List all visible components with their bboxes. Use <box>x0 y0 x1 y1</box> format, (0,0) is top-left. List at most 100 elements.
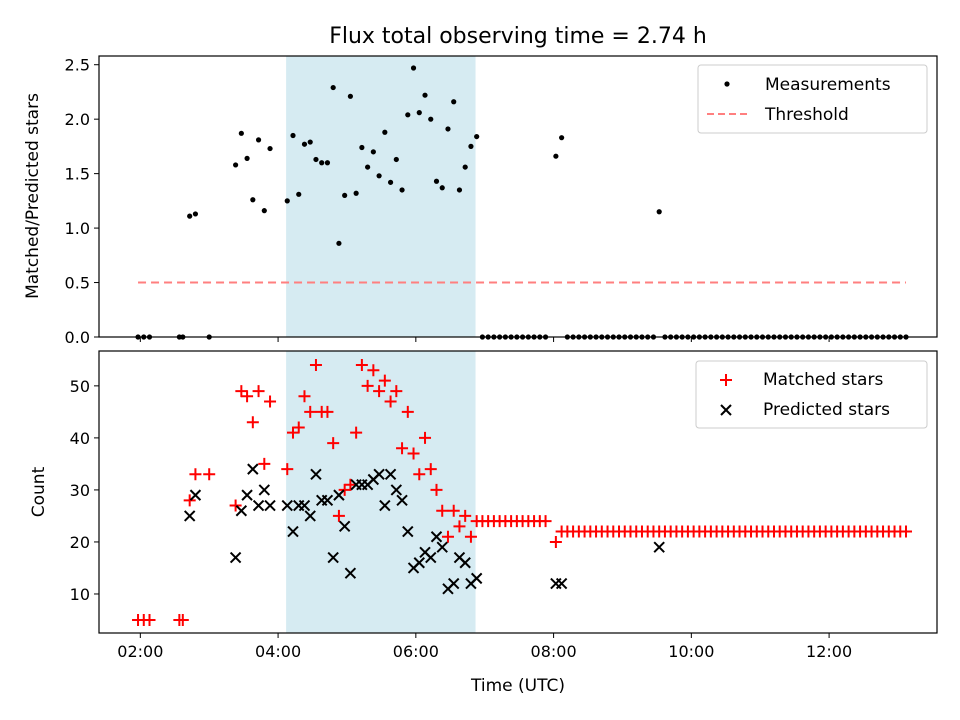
matched-point <box>203 468 216 481</box>
predicted-point <box>436 541 448 553</box>
matched-point <box>396 442 409 455</box>
measurement-point <box>468 143 474 149</box>
bottom-y-tick-label: 30 <box>70 481 90 500</box>
predicted-point <box>425 551 437 564</box>
bottom-legend-box <box>695 360 928 429</box>
matched-point <box>344 478 357 491</box>
matched-point <box>183 494 196 507</box>
measurement-point <box>255 137 262 143</box>
measurement-point <box>330 84 336 91</box>
matched-point <box>539 515 552 528</box>
measurement-point <box>433 178 440 184</box>
measurement-point <box>382 129 388 135</box>
predicted-point <box>396 494 408 507</box>
matched-point <box>413 468 426 481</box>
matched-point <box>367 364 380 377</box>
measurement-point <box>553 153 559 159</box>
measurement-point <box>456 187 463 193</box>
matched-point <box>189 468 202 481</box>
predicted-point <box>287 525 299 538</box>
bottom-plot-frame <box>98 350 938 634</box>
matched-point <box>355 359 368 372</box>
top-y-tick-label: 1.5 <box>65 165 90 184</box>
bottom-series-matched-stars <box>132 359 913 626</box>
measurement-point <box>387 179 394 185</box>
matched-point <box>176 613 189 626</box>
measurement-point <box>393 156 399 163</box>
bottom-y-axis-label: Count <box>29 466 49 517</box>
predicted-point <box>402 525 414 538</box>
legend-measurements-marker <box>724 81 730 87</box>
measurement-point <box>365 164 371 170</box>
matched-point <box>390 385 403 398</box>
bottom-y-tick-label: 10 <box>70 585 90 604</box>
top-y-tick-label: 0.5 <box>65 274 90 293</box>
predicted-point <box>264 499 276 512</box>
matched-point <box>258 457 271 470</box>
measurement-point <box>428 116 434 122</box>
predicted-point <box>338 520 351 533</box>
predicted-point <box>373 468 385 481</box>
matched-point <box>321 405 334 418</box>
matched-point <box>143 613 156 626</box>
predicted-point <box>555 577 568 590</box>
measurement-point <box>399 187 405 193</box>
legend-predicted-label: Predicted stars <box>763 400 890 420</box>
x-tick-label: 04:00 <box>255 642 301 661</box>
measurement-point <box>342 192 348 199</box>
predicted-point <box>344 567 357 579</box>
matched-point <box>309 359 322 372</box>
matched-point <box>338 483 351 496</box>
measurement-point <box>462 164 468 170</box>
matched-point <box>292 421 305 434</box>
measurement-point <box>405 112 411 118</box>
predicted-point <box>281 499 293 512</box>
matched-point <box>447 504 460 517</box>
top-plot-frame <box>98 55 938 338</box>
matched-point <box>459 509 472 522</box>
x-tick-label: 06:00 <box>393 642 439 661</box>
predicted-point <box>321 494 334 507</box>
predicted-point <box>379 499 391 512</box>
bottom-series-predicted-stars <box>183 463 665 595</box>
matched-point <box>407 447 420 460</box>
measurement-point <box>233 162 239 168</box>
predicted-point <box>189 489 202 501</box>
bottom-y-tick-label: 40 <box>70 429 90 448</box>
measurement-point <box>416 110 422 116</box>
top-y-tick-label: 2.0 <box>65 110 90 129</box>
matched-point <box>436 504 449 517</box>
measurement-point <box>656 209 662 215</box>
predicted-point <box>413 557 425 569</box>
measurement-point <box>319 160 325 166</box>
top-legend: Measurements Threshold <box>697 64 928 134</box>
x-tick-label: 10:00 <box>668 642 714 661</box>
predicted-point <box>247 463 259 475</box>
bottom-y-tick-label: 20 <box>70 533 90 552</box>
predicted-point <box>252 499 265 512</box>
predicted-point <box>229 551 242 564</box>
legend-measurements-label: Measurements <box>765 75 891 95</box>
top-y-tick-label: 0.0 <box>65 328 90 347</box>
x-tick-label: 08:00 <box>531 642 577 661</box>
measurement-point <box>284 198 290 204</box>
measurement-point <box>445 126 451 132</box>
matched-point <box>441 530 454 543</box>
matched-point <box>287 426 300 439</box>
measurement-point <box>267 145 273 152</box>
predicted-point <box>327 551 339 564</box>
top-shaded-region <box>286 56 476 337</box>
predicted-point <box>384 468 397 481</box>
top-y-axis-label: Matched/Predicted stars <box>23 93 43 299</box>
matched-point <box>424 463 437 476</box>
bottom-legend: Matched stars Predicted stars <box>695 360 928 429</box>
predicted-point <box>241 489 253 501</box>
matched-point <box>549 535 562 548</box>
matched-point <box>378 374 391 387</box>
predicted-point <box>470 572 483 585</box>
matched-point <box>401 405 414 418</box>
matched-point <box>453 520 466 533</box>
measurement-point <box>439 185 445 191</box>
matched-point <box>235 385 248 398</box>
matched-point <box>304 405 317 418</box>
